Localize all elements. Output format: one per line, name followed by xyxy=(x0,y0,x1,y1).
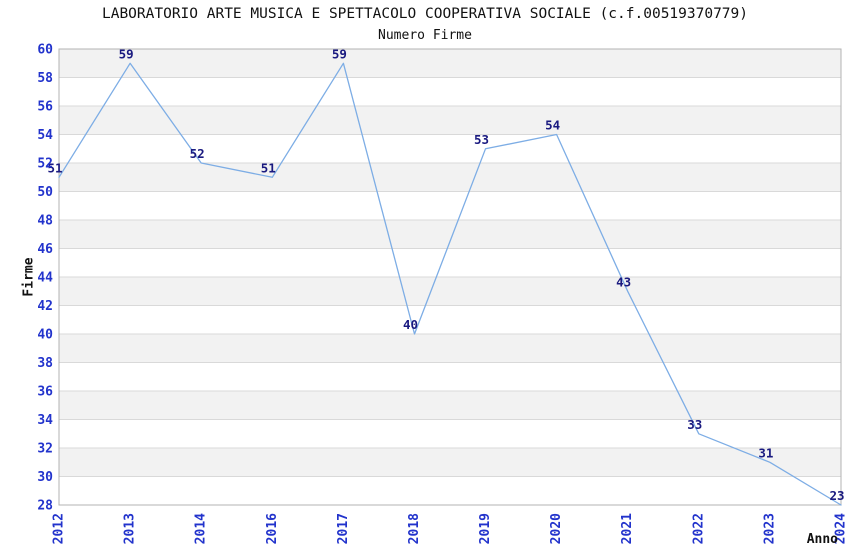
x-tick-label: 2024 xyxy=(834,513,849,544)
y-tick-label: 30 xyxy=(37,470,53,485)
x-tick-label: 2023 xyxy=(762,513,777,544)
grid-band xyxy=(59,419,841,448)
point-label: 33 xyxy=(687,417,702,432)
point-label: 53 xyxy=(474,132,489,147)
grid-band xyxy=(59,191,841,220)
x-tick-label: 2020 xyxy=(549,513,564,544)
x-tick-label: 2013 xyxy=(123,513,138,544)
chart-title: LABORATORIO ARTE MUSICA E SPETTACOLO COO… xyxy=(101,6,748,22)
y-tick-label: 46 xyxy=(37,242,53,257)
grid-band xyxy=(59,134,841,163)
grid-band xyxy=(59,163,841,192)
grid-band xyxy=(59,220,841,249)
y-tick-label: 44 xyxy=(37,271,53,286)
y-tick-label: 60 xyxy=(37,43,53,58)
x-tick-label: 2021 xyxy=(620,513,635,544)
point-label: 59 xyxy=(332,46,347,61)
data-series-line xyxy=(58,62,842,506)
point-label: 59 xyxy=(119,46,134,61)
grid-band xyxy=(59,391,841,420)
y-tick-label: 34 xyxy=(37,413,53,428)
grid-band xyxy=(59,77,841,106)
y-tick-label: 28 xyxy=(37,499,53,514)
point-label: 40 xyxy=(403,317,418,332)
grid-band xyxy=(59,277,841,306)
grid-band xyxy=(59,362,841,391)
x-axis-title: Anno xyxy=(806,532,838,547)
x-tick-label: 2018 xyxy=(407,513,422,544)
y-tick-label: 54 xyxy=(37,128,53,143)
y-tick-label: 50 xyxy=(37,185,53,200)
point-label: 31 xyxy=(758,445,773,460)
y-tick-label: 42 xyxy=(37,299,53,314)
grid-band xyxy=(59,248,841,277)
grid-band xyxy=(59,305,841,334)
x-tick-label: 2016 xyxy=(265,513,280,544)
y-tick-label: 36 xyxy=(37,385,53,400)
y-tick-label: 48 xyxy=(37,214,53,229)
y-tick-label: 58 xyxy=(37,71,53,86)
grid-band xyxy=(59,49,841,78)
x-tick-label: 2014 xyxy=(194,513,209,544)
chart-subtitle: Numero Firme xyxy=(378,28,472,43)
y-tick-label: 40 xyxy=(37,328,53,343)
plot-border xyxy=(58,48,842,506)
grid-band xyxy=(59,106,841,135)
x-tick-label: 2022 xyxy=(691,513,706,544)
y-tick-label: 56 xyxy=(37,100,53,115)
grid-band xyxy=(59,448,841,477)
y-tick-label: 52 xyxy=(37,157,53,172)
grid-band xyxy=(59,334,841,363)
x-tick-label: 2019 xyxy=(478,513,493,544)
point-label: 51 xyxy=(261,160,276,175)
point-label: 54 xyxy=(545,118,560,133)
y-tick-label: 38 xyxy=(37,356,53,371)
point-label: 51 xyxy=(47,160,62,175)
y-tick-label: 32 xyxy=(37,442,53,457)
x-tick-label: 2017 xyxy=(336,513,351,544)
point-label: 43 xyxy=(616,274,631,289)
x-tick-label: 2012 xyxy=(52,513,67,544)
point-label: 23 xyxy=(829,488,844,503)
grid-band xyxy=(59,476,841,505)
point-label: 52 xyxy=(190,146,205,161)
